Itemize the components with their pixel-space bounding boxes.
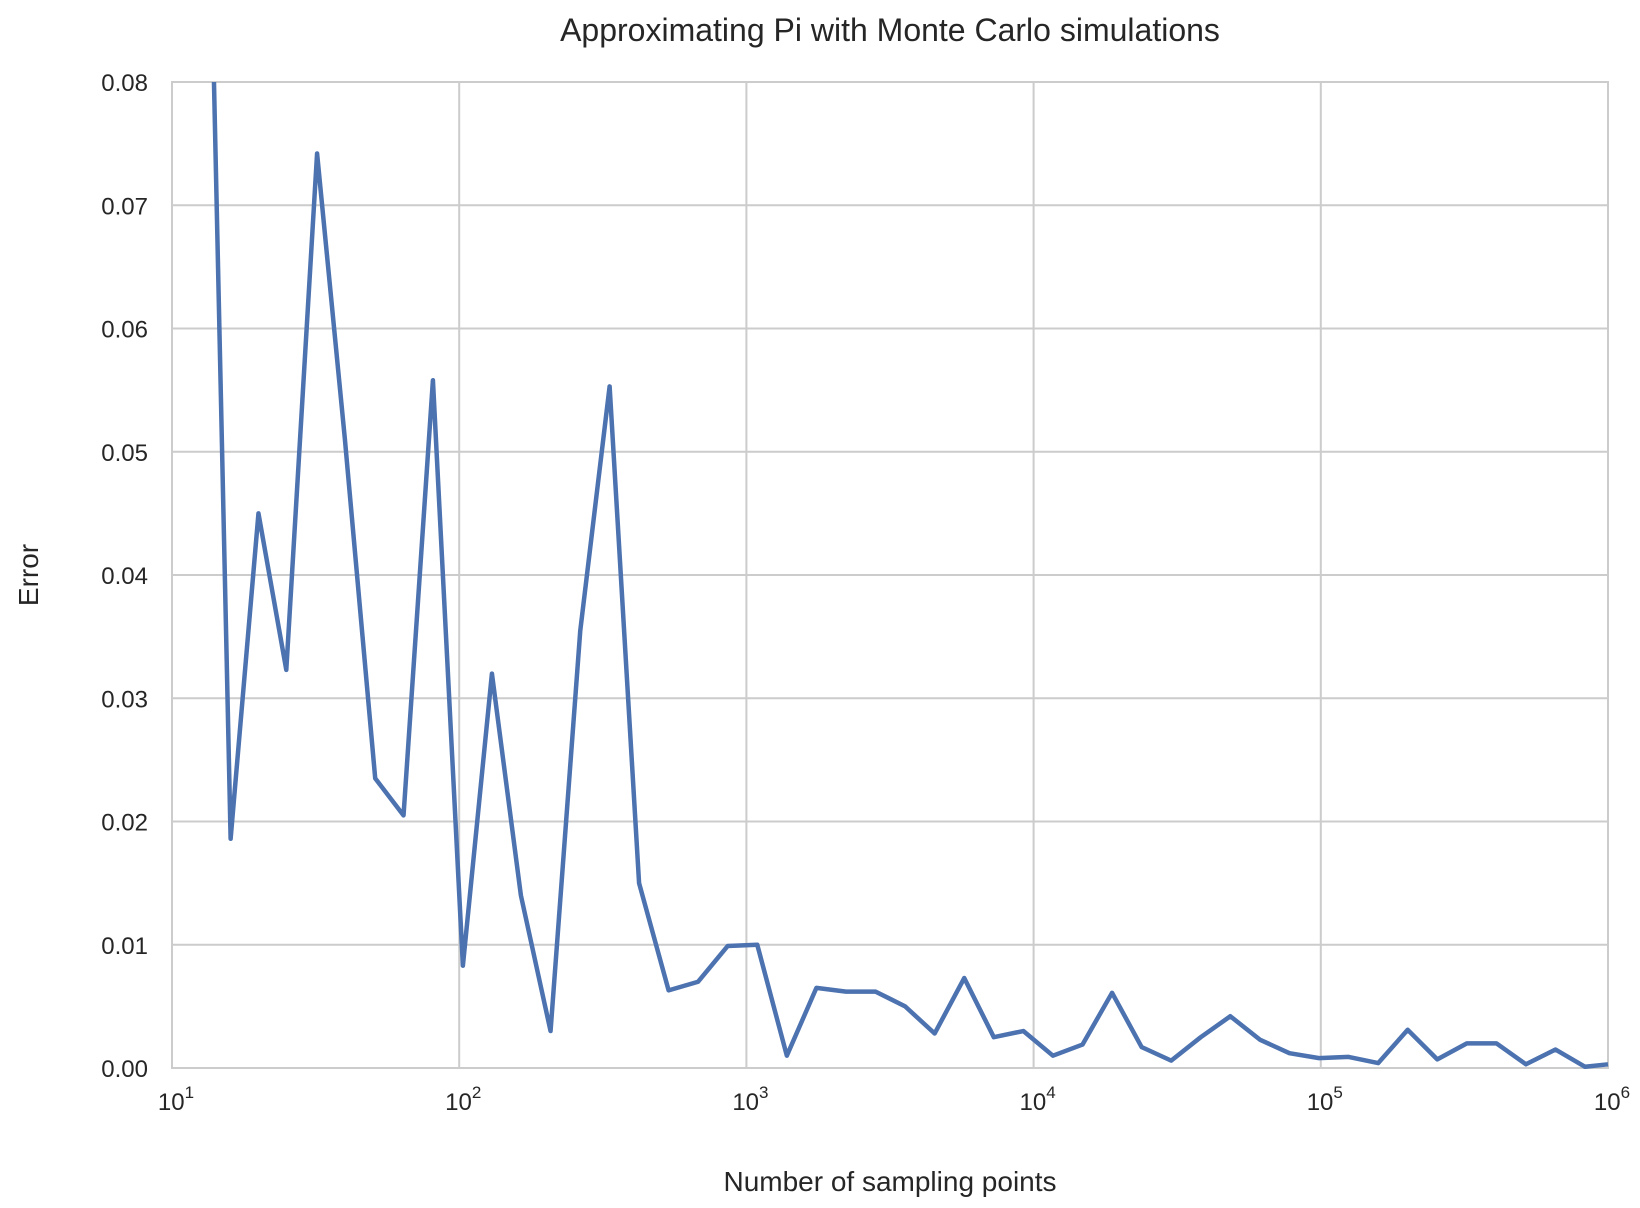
y-tick-label: 0.08 [101, 70, 148, 97]
series-line [211, 81, 1609, 1070]
y-tick-label: 0.02 [101, 810, 148, 837]
y-axis-label: Error [13, 544, 44, 606]
y-tick-label: 0.05 [101, 440, 148, 467]
y-tick-label: 0.06 [101, 317, 148, 344]
x-axis-label: Number of sampling points [723, 1166, 1056, 1197]
x-tick-label: 101 [158, 1083, 194, 1116]
y-tick-label: 0.01 [101, 933, 148, 960]
x-tick-label: 105 [1307, 1083, 1343, 1116]
x-tick-label: 104 [1020, 1083, 1056, 1116]
x-tick-label: 102 [445, 1083, 481, 1116]
plot-frame [171, 81, 1609, 1069]
x-tick-labels: 101 102 103 104 105 106 [158, 1083, 1630, 1116]
y-tick-label: 0.00 [101, 1056, 148, 1083]
y-tick-label: 0.03 [101, 686, 148, 713]
x-tick-label: 106 [1594, 1083, 1630, 1116]
y-tick-label: 0.04 [101, 563, 148, 590]
chart-title: Approximating Pi with Monte Carlo simula… [560, 12, 1220, 48]
y-tick-label: 0.07 [101, 193, 148, 220]
x-tick-label: 103 [732, 1083, 768, 1116]
series-group [211, 81, 1609, 1070]
y-tick-labels: 0.00 0.01 0.02 0.03 0.04 0.05 0.06 0.07 0.08 [101, 70, 148, 1083]
